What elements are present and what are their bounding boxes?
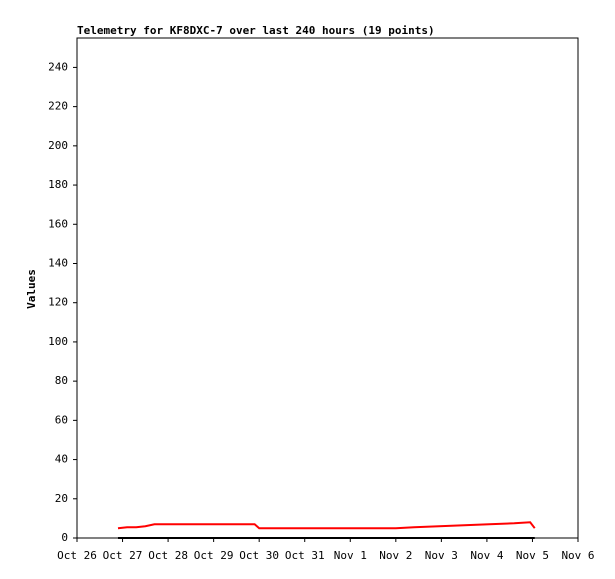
y-tick-label: 80 [55, 374, 68, 387]
y-tick-label: 60 [55, 413, 68, 426]
y-tick-label: 120 [48, 296, 68, 309]
y-tick-label: 20 [55, 492, 68, 505]
x-tick-label: Oct 27 [103, 549, 143, 562]
y-tick-label: 160 [48, 217, 68, 230]
y-tick-label: 0 [61, 531, 68, 544]
y-tick-label: 220 [48, 100, 68, 113]
y-tick-label: 200 [48, 139, 68, 152]
x-tick-label: Oct 26 [57, 549, 97, 562]
plot-frame [76, 37, 579, 539]
x-tick-label: Oct 31 [285, 549, 325, 562]
series-line [117, 521, 536, 530]
x-tick-label: Nov 6 [561, 549, 594, 562]
x-tick-label: Nov 3 [425, 549, 458, 562]
y-tick-label: 240 [48, 60, 68, 73]
y-axis-label: Values [25, 269, 38, 309]
x-tick-label: Nov 4 [470, 549, 503, 562]
x-tick-label: Oct 29 [194, 549, 234, 562]
chart-title: Telemetry for KF8DXC-7 over last 240 hou… [77, 24, 435, 37]
y-tick-label: 100 [48, 335, 68, 348]
x-tick-label: Nov 1 [334, 549, 367, 562]
y-tick-label: 180 [48, 178, 68, 191]
x-tick-label: Oct 28 [148, 549, 188, 562]
x-tick-label: Oct 30 [239, 549, 279, 562]
x-tick-label: Nov 2 [379, 549, 412, 562]
y-tick-label: 40 [55, 453, 68, 466]
x-tick-label: Nov 5 [516, 549, 549, 562]
y-tick-label: 140 [48, 256, 68, 269]
